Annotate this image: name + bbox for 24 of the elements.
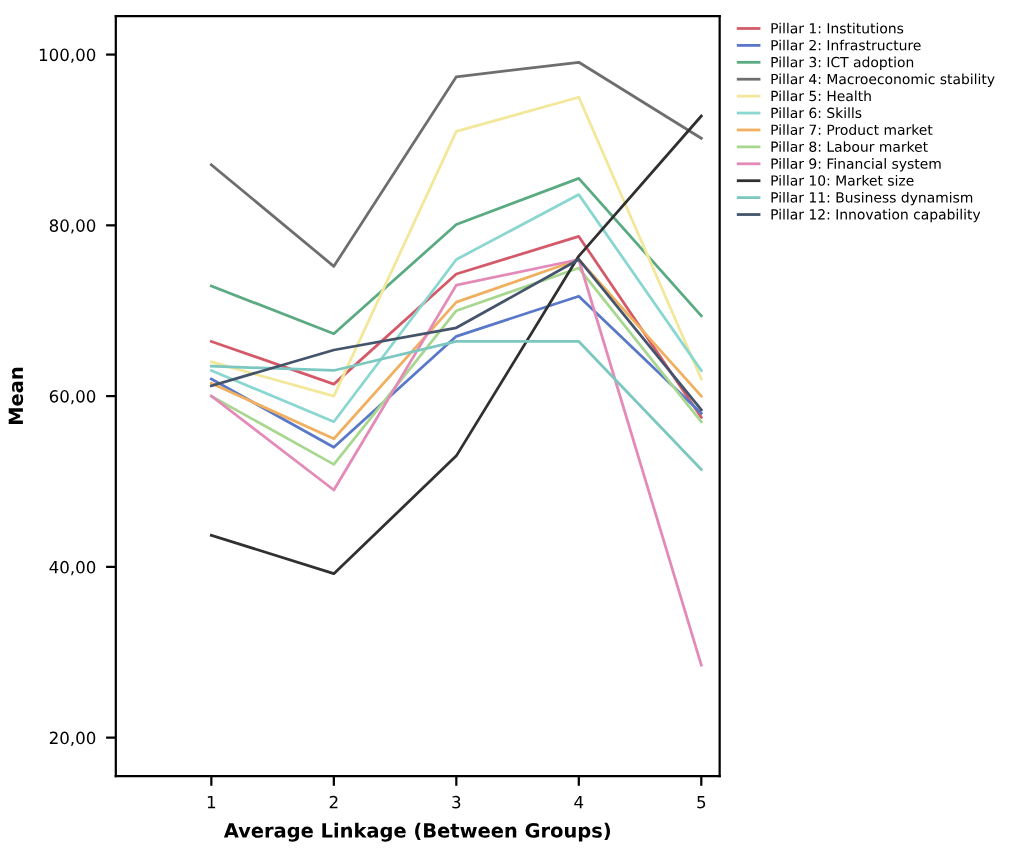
line-series — [209, 60, 703, 268]
x-axis-title: Average Linkage (Between Groups) — [223, 822, 611, 842]
line-series — [209, 258, 703, 412]
line-series — [209, 176, 703, 336]
y-axis-title: Mean — [8, 367, 24, 425]
x-tick-label: 5 — [697, 796, 706, 809]
line-series — [209, 294, 703, 449]
line-series — [209, 95, 703, 398]
x-tick-label: 1 — [207, 796, 216, 809]
y-tick-label: 20,00 — [49, 731, 96, 746]
x-tick-label: 2 — [329, 795, 338, 809]
line-series — [209, 340, 703, 471]
y-tick-label: 60,00 — [49, 390, 96, 405]
line-series — [209, 114, 703, 576]
x-tick-label: 3 — [452, 795, 461, 809]
y-tick-label: 80,00 — [49, 219, 96, 234]
line-series — [209, 258, 703, 667]
y-tick-label: 100,00 — [39, 48, 96, 63]
line-series — [209, 235, 703, 419]
x-tick-label: 4 — [574, 796, 584, 809]
line-series — [209, 193, 703, 424]
line-series — [209, 258, 703, 441]
line-series — [209, 266, 703, 466]
y-tick-label: 40,00 — [49, 560, 96, 576]
